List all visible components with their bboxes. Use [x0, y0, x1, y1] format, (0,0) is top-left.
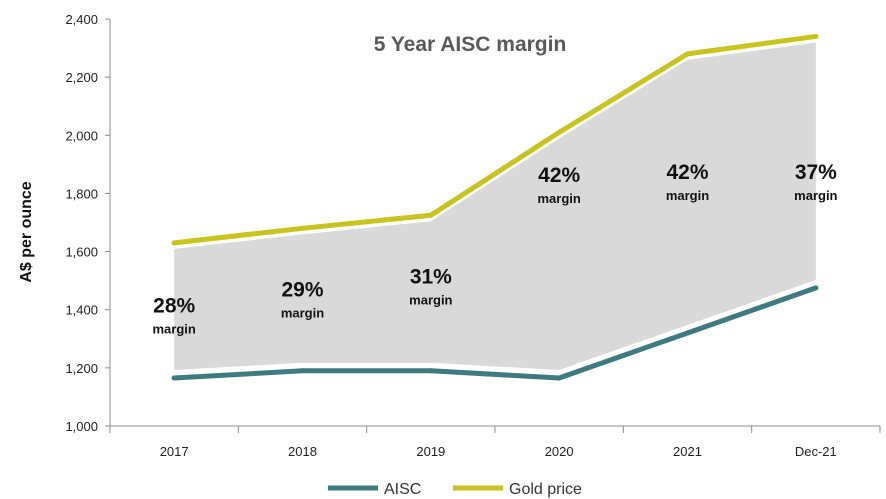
x-tick-label: 2019 — [416, 444, 445, 459]
data-point — [813, 285, 819, 291]
data-point — [556, 375, 562, 381]
x-tick-label: 2018 — [288, 444, 317, 459]
legend-label: Gold price — [509, 481, 582, 498]
data-point — [171, 240, 177, 246]
plot-area: 1,000 1,200 1,400 1,600 1,800 2,000 2,200 2,400… — [65, 12, 881, 459]
series-line — [171, 33, 819, 246]
y-tick-label: 2,200 — [65, 70, 98, 85]
margin-word-label: margin — [794, 188, 837, 203]
data-point — [300, 225, 305, 231]
margin-percent-label: 28% — [153, 295, 195, 318]
margin-percent-label: 42% — [666, 161, 708, 184]
margin-area — [174, 42, 816, 371]
y-tick-label: 1,200 — [65, 361, 98, 376]
y-tick-label: 1,000 — [65, 419, 98, 434]
margin-word-label: margin — [281, 306, 324, 321]
series-line — [171, 285, 819, 381]
data-point — [685, 51, 690, 57]
margin-percent-label: 42% — [538, 164, 580, 187]
data-point — [685, 330, 690, 336]
margin-word-label: margin — [409, 293, 452, 308]
y-tick-label: 2,400 — [65, 12, 98, 27]
data-point — [428, 368, 434, 374]
x-tick-label: 2021 — [673, 444, 702, 459]
chart-title: 5 Year AISC margin — [374, 33, 567, 56]
margin-percent-label: 37% — [795, 161, 837, 184]
x-tick-label: 2020 — [545, 444, 574, 459]
margin-word-label: margin — [152, 322, 195, 337]
data-point — [171, 375, 177, 381]
legend: AISC Gold price — [328, 481, 582, 498]
x-tick-label: 2017 — [160, 444, 189, 459]
y-tick-label: 1,400 — [65, 303, 98, 318]
data-point — [813, 33, 819, 39]
data-point — [428, 212, 434, 218]
y-axis-title: A$ per ounce — [18, 181, 35, 282]
x-tick-label: Dec-21 — [795, 444, 837, 459]
margin-word-label: margin — [537, 191, 580, 206]
y-tick-label: 1,800 — [65, 186, 98, 201]
legend-label: AISC — [384, 481, 421, 498]
y-tick-label: 2,000 — [65, 128, 98, 143]
margin-word-label: margin — [666, 188, 709, 203]
data-point — [556, 129, 562, 135]
margin-percent-label: 29% — [281, 279, 323, 302]
margin-percent-label: 31% — [410, 266, 452, 289]
data-point — [300, 368, 305, 374]
y-tick-label: 1,600 — [65, 245, 98, 260]
